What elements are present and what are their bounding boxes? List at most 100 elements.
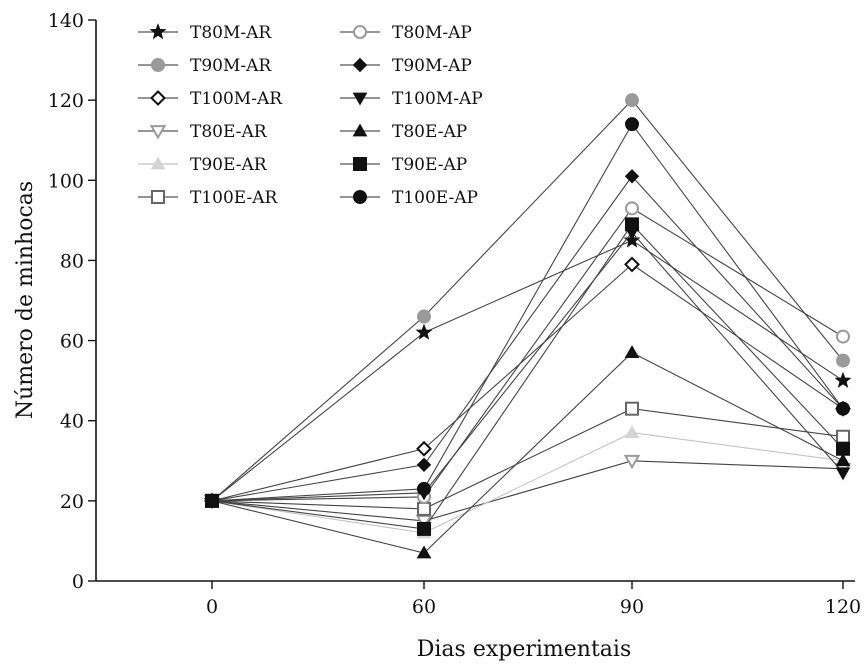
y-tick-label: 20 (60, 491, 84, 513)
y-axis-title: Número de minhocas (13, 181, 38, 419)
data-point-t100e-ap (836, 401, 850, 416)
series-line-t100e-ar (211, 408, 844, 510)
data-point-t90e-ap (625, 217, 639, 232)
data-point-t100e-ap (417, 481, 431, 496)
legend-item-t90e-ap: T90E-AP (340, 155, 467, 175)
legend-item-t90m-ap: T90M-AP (340, 56, 472, 76)
data-point-t100e-ar (625, 401, 639, 416)
legend-item-t100m-ar: T100M-AR (138, 89, 283, 109)
legend-item-t90e-ar: T90E-AR (138, 155, 268, 175)
series-t90e-ar (204, 425, 851, 539)
legend-label: T100M-AP (392, 89, 483, 109)
data-point-t90m-ar (625, 93, 639, 108)
y-tick-label: 100 (48, 170, 84, 192)
legend: T80M-AR T90M-AR T100M-AR T80E-AR T90E-AR T100… (138, 23, 483, 208)
legend-item-t100e-ap: T100E-AP (340, 188, 478, 208)
data-point-t80m-ar (415, 323, 433, 340)
legend-marker-t90m-ap (352, 57, 368, 73)
x-tick-label: 60 (412, 596, 436, 618)
legend-item-t80e-ap: T80E-AP (340, 122, 467, 142)
series-line-t80e-ar (211, 460, 844, 522)
series-t90e-ap (205, 217, 850, 536)
series-t100m-ar (204, 256, 851, 509)
y-tick-label: 60 (60, 331, 84, 353)
legend-label: T80M-AP (392, 23, 472, 43)
legend-marker-t100e-ap (353, 190, 367, 204)
series-t100e-ap (205, 117, 850, 508)
legend-label: T80M-AR (190, 23, 272, 43)
data-point-t100e-ap (625, 117, 639, 132)
legend-marker-t100e-ar (151, 190, 165, 204)
x-tick-label: 90 (620, 596, 644, 618)
series-line-t90m-ap (211, 175, 844, 502)
legend-label: T80E-AP (392, 122, 467, 142)
series-t80m-ap (205, 201, 850, 508)
legend-marker-t90m-ar (151, 58, 165, 72)
series-t80e-ar (203, 454, 852, 530)
legend-label: T100E-AR (190, 188, 279, 208)
data-point-t80e-ap (416, 545, 432, 559)
data-point-t100e-ar (836, 429, 850, 444)
series-t90m-ar (205, 93, 850, 508)
series-line-t90e-ar (211, 432, 844, 534)
legend-label: T100E-AP (392, 188, 478, 208)
data-point-t90m-ar (417, 309, 431, 324)
data-point-t100e-ar (417, 501, 431, 516)
data-point-t80e-ap (624, 345, 640, 358)
data-point-t90e-ap (417, 521, 431, 536)
data-point-t80e-ap (835, 453, 851, 467)
axes (95, 20, 855, 582)
legend-label: T80E-AR (190, 122, 268, 142)
x-tick-label: 0 (206, 596, 218, 618)
legend-item-t90m-ar: T90M-AR (138, 56, 272, 76)
x-tick-label: 120 (825, 596, 861, 618)
legend-label: T90E-AP (392, 155, 467, 175)
legend-marker-t100m-ar (150, 90, 166, 106)
series-line-t80e-ap (211, 351, 844, 554)
series-t90m-ap (204, 169, 851, 509)
data-point-t100m-ap (835, 467, 851, 481)
data-point-t80e-ar (415, 515, 433, 530)
y-tick-label: 0 (72, 571, 84, 593)
legend-item-t100e-ar: T100E-AR (138, 188, 279, 208)
series-t100e-ar (205, 401, 850, 516)
series-line-t80m-ap (211, 207, 844, 502)
data-point-t90e-ar (624, 425, 640, 439)
legend-marker-t80m-ar (149, 23, 167, 40)
series-line-t90e-ap (211, 223, 844, 530)
series-line-t80m-ar (211, 239, 844, 502)
y-tick-label: 140 (48, 10, 84, 32)
y-tick-label: 40 (60, 411, 84, 433)
series-line-t100e-ap (211, 123, 844, 502)
data-point-t80m-ar (834, 371, 852, 388)
data-point-t80m-ap (836, 329, 850, 344)
legend-marker-t100m-ap (352, 92, 368, 106)
data-point-t90e-ap (836, 441, 850, 456)
data-point-t100e-ap (205, 493, 219, 508)
data-point-t80e-ar (623, 454, 641, 470)
legend-item-t80m-ap: T80M-AP (340, 23, 472, 43)
data-point-t100m-ar (624, 256, 640, 273)
legend-marker-t90e-ap (353, 157, 367, 171)
data-point-t100m-ar (416, 440, 432, 457)
series-line-t100m-ap (211, 231, 844, 502)
data-point-t80m-ap (625, 201, 639, 216)
legend-marker-t80e-ar (149, 125, 167, 140)
legend-label: T90E-AR (190, 155, 268, 175)
legend-label: T90M-AP (392, 56, 472, 76)
legend-marker-t80m-ap (353, 25, 367, 39)
legend-label: T100M-AR (190, 89, 283, 109)
y-ticks: 0 20 40 60 80 100 120 140 (48, 10, 96, 593)
series-line-t90m-ar (211, 99, 844, 502)
y-tick-label: 80 (60, 250, 84, 272)
data-point-t90m-ap (624, 169, 640, 184)
series-layer (203, 93, 852, 559)
y-tick-label: 120 (48, 90, 84, 112)
legend-marker-t90e-ar (150, 156, 166, 170)
x-axis-title: Dias experimentais (417, 637, 632, 662)
legend-item-t100m-ap: T100M-AP (340, 89, 483, 109)
data-point-t90m-ar (836, 353, 850, 368)
legend-label: T90M-AR (190, 56, 272, 76)
x-ticks: 0 60 90 120 (206, 581, 861, 618)
